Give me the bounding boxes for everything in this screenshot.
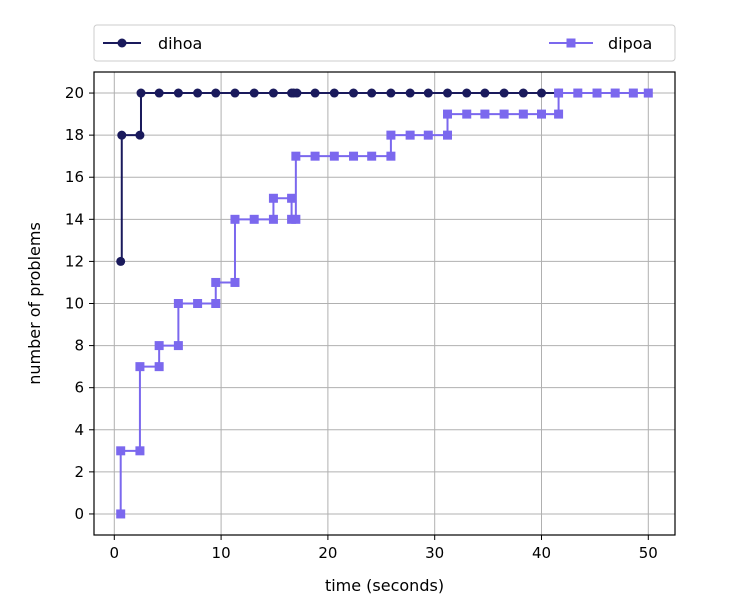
data-point-dipoa xyxy=(291,214,301,224)
data-point-dipoa xyxy=(554,88,564,98)
y-tick-label: 18 xyxy=(65,126,84,144)
data-point-dipoa xyxy=(135,446,145,456)
data-point-dipoa xyxy=(592,88,602,98)
data-point-dipoa xyxy=(193,299,203,308)
data-point-dihoa xyxy=(230,88,240,98)
data-point-dihoa xyxy=(310,88,320,98)
data-point-dihoa xyxy=(536,88,546,98)
data-point-dihoa xyxy=(173,88,183,98)
y-tick-label: 8 xyxy=(74,337,84,355)
data-point-dipoa xyxy=(173,341,183,351)
legend-label-dipoa: dipoa xyxy=(608,34,652,53)
series-dipoa xyxy=(116,88,653,519)
data-point-dipoa xyxy=(386,151,396,161)
data-point-dihoa xyxy=(268,88,278,98)
data-point-dihoa xyxy=(349,88,359,98)
data-point-dipoa xyxy=(423,130,433,140)
data-point-dipoa xyxy=(518,109,528,119)
data-point-dihoa xyxy=(292,88,302,98)
legend-marker-dipoa xyxy=(566,38,576,48)
y-axis-label: number of problems xyxy=(25,222,44,385)
y-tick-label: 16 xyxy=(65,168,84,186)
data-point-dipoa xyxy=(310,151,320,161)
data-point-dihoa xyxy=(154,88,164,98)
y-tick-label: 20 xyxy=(65,84,84,102)
data-point-dipoa xyxy=(480,109,490,119)
y-tick-label: 12 xyxy=(65,252,84,270)
data-point-dipoa xyxy=(573,88,583,98)
data-point-dihoa xyxy=(386,88,396,98)
x-axis-label: time (seconds) xyxy=(325,576,444,595)
data-point-dihoa xyxy=(329,88,339,98)
legend-entry-dipoa: dipoa xyxy=(549,34,652,53)
data-point-dipoa xyxy=(230,214,240,224)
data-point-dipoa xyxy=(287,193,297,203)
data-point-dipoa xyxy=(643,88,653,98)
data-point-dihoa xyxy=(499,88,509,98)
data-point-dipoa xyxy=(154,341,164,351)
data-point-dihoa xyxy=(211,88,221,98)
data-point-dipoa xyxy=(610,88,620,98)
data-point-dihoa xyxy=(443,88,453,98)
legend-label-dihoa: dihoa xyxy=(158,34,202,53)
x-tick-label: 10 xyxy=(212,544,231,562)
data-point-dipoa xyxy=(173,299,183,308)
data-point-dipoa xyxy=(536,109,546,119)
data-point-dihoa xyxy=(480,88,490,98)
data-point-dipoa xyxy=(291,151,301,161)
data-point-dihoa xyxy=(423,88,433,98)
data-point-dipoa xyxy=(367,151,377,161)
data-point-dipoa xyxy=(443,109,453,119)
data-point-dipoa xyxy=(116,509,126,519)
series-layer xyxy=(116,88,653,519)
y-tick-label: 0 xyxy=(74,505,84,523)
x-ticks: 0 10 20 30 40 50 xyxy=(110,535,658,562)
data-point-dipoa xyxy=(628,88,638,98)
legend-box xyxy=(93,24,676,62)
x-tick-label: 20 xyxy=(318,544,337,562)
data-point-dipoa xyxy=(211,277,221,287)
data-point-dipoa xyxy=(211,299,221,308)
data-point-dipoa xyxy=(249,214,259,224)
x-tick-label: 40 xyxy=(532,544,551,562)
y-ticks: 0 2 4 6 8 10 12 14 16 18 20 xyxy=(65,84,94,523)
data-point-dipoa xyxy=(268,214,278,224)
data-point-dipoa xyxy=(135,362,145,372)
y-tick-label: 2 xyxy=(74,463,84,481)
data-point-dipoa xyxy=(349,151,359,161)
y-tick-label: 6 xyxy=(74,379,84,397)
y-tick-label: 4 xyxy=(74,421,84,439)
data-point-dipoa xyxy=(405,130,415,140)
data-point-dipoa xyxy=(268,193,278,203)
data-point-dipoa xyxy=(154,362,164,372)
y-tick-label: 14 xyxy=(65,210,84,228)
data-point-dipoa xyxy=(462,109,472,119)
legend: dihoa dipoa xyxy=(93,24,676,62)
data-point-dipoa xyxy=(116,446,126,456)
data-point-dihoa xyxy=(135,130,145,140)
data-point-dihoa xyxy=(462,88,472,98)
data-point-dihoa xyxy=(367,88,377,98)
data-point-dipoa xyxy=(443,130,453,140)
x-tick-label: 30 xyxy=(425,544,444,562)
data-point-dipoa xyxy=(230,277,240,287)
legend-marker-dihoa xyxy=(117,38,127,48)
data-point-dipoa xyxy=(329,151,339,161)
data-point-dihoa xyxy=(117,130,127,140)
y-tick-label: 10 xyxy=(65,295,84,313)
data-point-dihoa xyxy=(136,88,146,98)
x-tick-label: 0 xyxy=(110,544,120,562)
data-point-dipoa xyxy=(386,130,396,140)
data-point-dipoa xyxy=(499,109,509,119)
legend-entry-dihoa: dihoa xyxy=(103,34,202,53)
data-point-dihoa xyxy=(518,88,528,98)
data-point-dihoa xyxy=(116,256,126,266)
data-point-dihoa xyxy=(193,88,203,98)
series-dihoa xyxy=(116,88,564,266)
data-point-dihoa xyxy=(405,88,415,98)
data-point-dipoa xyxy=(554,109,564,119)
data-point-dihoa xyxy=(249,88,259,98)
x-tick-label: 50 xyxy=(639,544,658,562)
